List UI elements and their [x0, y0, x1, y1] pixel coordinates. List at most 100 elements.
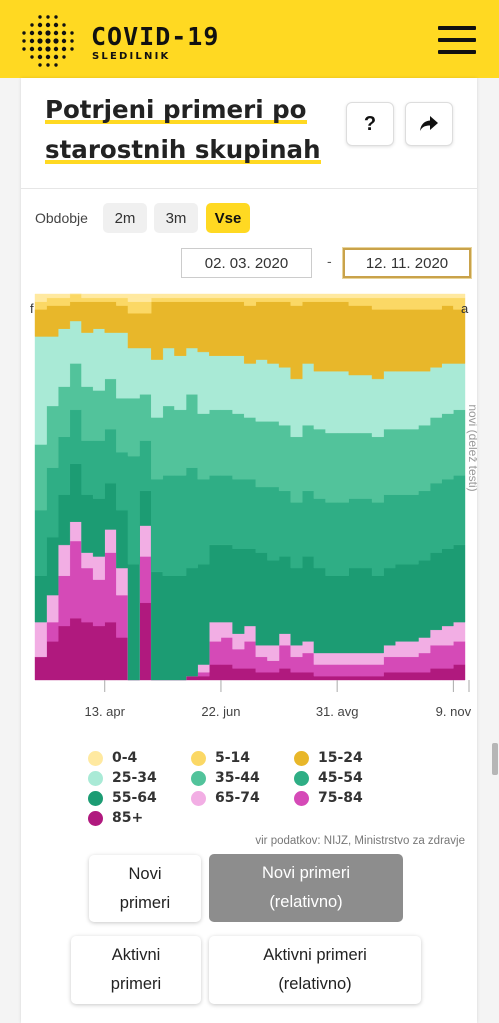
x-tick-label: 9. nov [436, 704, 472, 719]
chart-title: Potrjeni primeri po starostnih skupinah [45, 90, 345, 170]
logo-dot [46, 63, 50, 67]
legend-label: 85+ [112, 810, 144, 826]
chart-card: Potrjeni primeri po starostnih skupinah … [21, 78, 477, 1023]
header-divider [21, 188, 477, 189]
x-tick-label: 22. jun [201, 704, 240, 719]
legend-swatch [191, 750, 206, 766]
legend-swatch [191, 770, 206, 786]
logo-dot [45, 46, 51, 52]
logo-dot [45, 22, 51, 28]
chart-title-line-2: starostnih skupinah [45, 135, 321, 164]
logo-dot [61, 30, 67, 36]
active-cases-button[interactable]: Aktivni primeri [71, 936, 201, 1004]
period-label: Obdobje [35, 210, 88, 226]
legend-label: 35-44 [215, 770, 260, 786]
legend-label: 25-34 [112, 770, 157, 786]
legend-swatch [88, 750, 103, 766]
page-scrollbar-thumb[interactable] [492, 743, 498, 775]
date-to-input[interactable]: 12. 11. 2020 [343, 248, 471, 278]
legend-label: 75-84 [318, 790, 363, 806]
legend-item-35-44[interactable]: 35-44 [191, 768, 260, 788]
dot-matrix-logo-icon[interactable] [20, 13, 76, 69]
legend-swatch [294, 770, 309, 786]
new-cases-relative-label-2: (relativno) [269, 893, 343, 911]
legend-item-65-74[interactable]: 65-74 [191, 788, 260, 808]
logo-dot [62, 55, 66, 59]
legend-item-25-34[interactable]: 25-34 [88, 768, 157, 788]
logo-dot [37, 30, 43, 36]
legend-item-85+[interactable]: 85+ [88, 808, 143, 828]
active-cases-relative-label-1: Aktivni primeri [263, 946, 367, 964]
help-icon: ? [363, 112, 377, 135]
legend-label: 15-24 [318, 750, 363, 766]
legend-label: 0-4 [112, 750, 138, 766]
logo-dot [30, 55, 34, 59]
new-cases-relative-button[interactable]: Novi primeri (relativno) [209, 854, 403, 922]
logo-dot [61, 46, 67, 52]
date-separator: - [327, 253, 332, 269]
new-cases-button[interactable]: Novi primeri [89, 855, 201, 922]
series-area-0-4[interactable] [34, 293, 466, 302]
legend-item-75-84[interactable]: 75-84 [294, 788, 363, 808]
legend-item-55-64[interactable]: 55-64 [88, 788, 157, 808]
logo-dot [29, 30, 35, 36]
legend-label: 65-74 [215, 790, 260, 806]
right-cut-label: a [461, 301, 469, 316]
y-axis-title: novi (delež testi) [466, 404, 477, 491]
period-button-2m[interactable]: 2m [103, 203, 147, 233]
legend-swatch [294, 750, 309, 766]
logo-dot [53, 38, 59, 44]
logo-dot [54, 15, 58, 19]
chart-title-line-1: Potrjeni primeri po [45, 95, 307, 124]
logo-dot [29, 38, 35, 44]
top-bar: COVID-19 SLEDILNIK [0, 0, 499, 78]
app-title[interactable]: COVID-19 [91, 22, 220, 51]
logo-dot [61, 38, 67, 44]
period-button-all[interactable]: Vse [206, 203, 250, 233]
left-cut-label: f [30, 301, 34, 316]
date-from-input[interactable]: 02. 03. 2020 [181, 248, 312, 278]
logo-dot [30, 23, 34, 27]
logo-dot [38, 15, 42, 19]
logo-dot [62, 23, 66, 27]
new-cases-relative-label-1: Novi primeri [261, 864, 350, 882]
legend-label: 55-64 [112, 790, 157, 806]
active-cases-label-1: Aktivni [111, 946, 161, 964]
logo-dot [70, 47, 74, 51]
age-groups-chart[interactable]: f a novi (delež testi) 13. apr 22. jun 31. av… [21, 288, 477, 738]
logo-dot [37, 38, 43, 44]
legend-item-0-4[interactable]: 0-4 [88, 748, 137, 768]
legend-label: 5-14 [215, 750, 251, 766]
legend-item-5-14[interactable]: 5-14 [191, 748, 250, 768]
logo-dot [37, 54, 43, 60]
logo-dot [45, 38, 51, 44]
logo-dot [22, 39, 26, 43]
logo-dot [70, 31, 74, 35]
legend-item-45-54[interactable]: 45-54 [294, 768, 363, 788]
share-button[interactable] [405, 102, 453, 146]
logo-dot [53, 30, 59, 36]
logo-dot [53, 22, 59, 28]
legend-swatch [191, 790, 206, 806]
legend-swatch [88, 770, 103, 786]
period-button-3m[interactable]: 3m [154, 203, 198, 233]
new-cases-label-1: Novi [128, 864, 162, 883]
logo-dot [70, 39, 74, 43]
logo-dot [38, 63, 42, 67]
help-button[interactable]: ? [346, 102, 394, 146]
x-tick-label: 31. avg [316, 704, 359, 719]
data-source: vir podatkov: NIJZ, Ministrstvo za zdrav… [255, 835, 465, 847]
legend-swatch [294, 790, 309, 806]
active-cases-relative-button[interactable]: Aktivni primeri (relativno) [209, 936, 421, 1004]
logo-dot [37, 22, 43, 28]
logo-dot [53, 54, 59, 60]
legend-swatch [88, 810, 103, 826]
logo-dot [29, 46, 35, 52]
share-arrow-icon [420, 116, 438, 131]
logo-dot [45, 30, 51, 36]
active-cases-relative-label-2: (relativno) [278, 975, 352, 993]
hamburger-menu-icon[interactable] [438, 24, 476, 56]
legend-swatch [88, 790, 103, 806]
new-cases-label-2: primeri [119, 893, 171, 912]
legend-item-15-24[interactable]: 15-24 [294, 748, 363, 768]
